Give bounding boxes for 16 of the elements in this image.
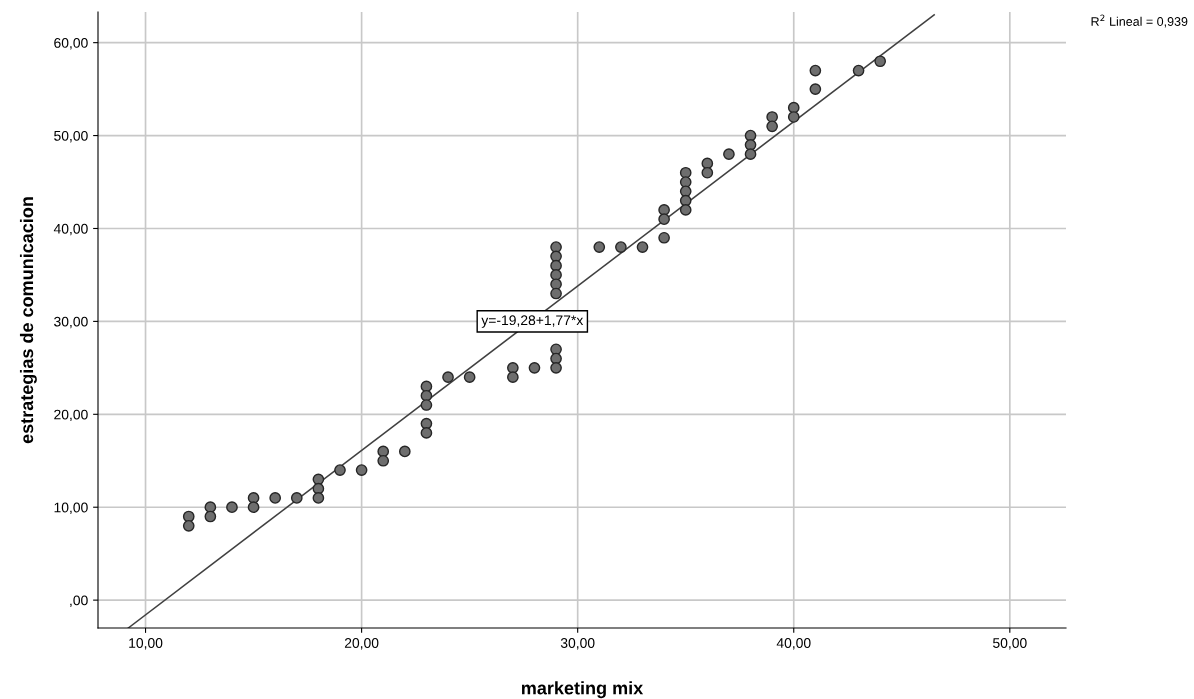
y-tick-label: 10,00 [54, 502, 88, 515]
x-tick-label: 30,00 [560, 638, 595, 650]
x-tick-label: 10,00 [129, 638, 163, 650]
x-tick-label: 40,00 [776, 638, 811, 650]
y-tick-label: 60,00 [54, 37, 88, 50]
x-axis-title: marketing mix [521, 681, 644, 699]
y-tick-label: 50,00 [54, 130, 88, 143]
y-tick-label: 40,00 [53, 223, 88, 236]
annotation: y=-19,28+1,77*x [481, 315, 584, 328]
x-tick-label: 50,00 [993, 638, 1027, 650]
x-tick-label: 20,00 [344, 638, 379, 650]
y-tick-label: ,00 [70, 595, 88, 607]
y-tick-label: 30,00 [54, 316, 88, 329]
text: R$^{2}$ Lineal = 0,939 [1091, 14, 1188, 28]
y-axis-title: estrategias de comunicacion [19, 197, 37, 444]
y-tick-label: 20,00 [54, 409, 88, 422]
